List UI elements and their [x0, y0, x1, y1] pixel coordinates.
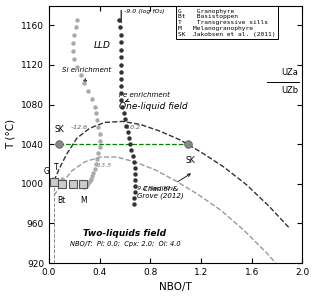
Text: Two-liquids field: Two-liquids field: [83, 229, 167, 238]
Text: Charlier &
Grove (2012): Charlier & Grove (2012): [137, 174, 190, 199]
Text: UZa: UZa: [282, 69, 299, 77]
Text: SK: SK: [54, 125, 64, 134]
Text: One-liquid field: One-liquid field: [118, 102, 187, 111]
Text: UZb: UZb: [281, 86, 299, 95]
Text: –10.2: –10.2: [124, 125, 141, 130]
Text: –9.2 (log fO₂): –9.2 (log fO₂): [134, 186, 175, 191]
Text: M: M: [80, 196, 87, 205]
Text: T: T: [54, 163, 58, 172]
Text: -9.0 (log fO₂): -9.0 (log fO₂): [124, 9, 164, 13]
Text: –12.6: –12.6: [71, 125, 88, 130]
Text: –13.5: –13.5: [94, 163, 112, 168]
Text: Bt: Bt: [58, 196, 66, 205]
Text: G: G: [43, 167, 54, 181]
Text: G    Granophyre
Bt   Basistoppen
T    Transgressive sills
M   Melanogranophyre
S: G Granophyre Bt Basistoppen T Transgress…: [178, 9, 276, 37]
Text: Fe enrichment: Fe enrichment: [119, 92, 169, 102]
Text: LLD: LLD: [94, 41, 111, 50]
X-axis label: NBO/T: NBO/T: [159, 283, 192, 292]
Text: NBO/T:  Pl: 0.0;  Cpx: 2.0;  Ol: 4.0: NBO/T: Pl: 0.0; Cpx: 2.0; Ol: 4.0: [70, 241, 180, 247]
Y-axis label: T (°C): T (°C): [6, 119, 15, 149]
Text: SK: SK: [186, 156, 196, 165]
Text: Si enrichment: Si enrichment: [62, 67, 111, 83]
